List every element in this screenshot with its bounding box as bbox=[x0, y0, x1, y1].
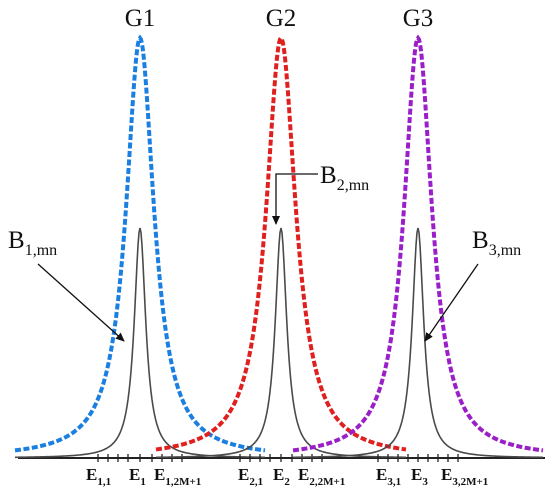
e3-1-label: E3,1 bbox=[376, 465, 401, 488]
g3-inner-curve bbox=[292, 227, 544, 459]
e3-2m1-label: E3,2M+1 bbox=[441, 465, 488, 488]
group-g1: G1 B1,mn E1,1 E1 E1,2M+1 bbox=[8, 5, 266, 488]
g3-ticks bbox=[377, 454, 459, 462]
g2-outer-curve bbox=[155, 34, 407, 452]
e1-1-label: E1,1 bbox=[86, 465, 111, 488]
g1-outer-curve bbox=[14, 34, 266, 453]
b2-arrow bbox=[272, 173, 318, 225]
e3-label: E3 bbox=[411, 465, 428, 488]
g2-label: G2 bbox=[266, 5, 297, 32]
b3-arrow bbox=[424, 263, 479, 342]
g3-outer-curve bbox=[292, 34, 544, 453]
b1-mn-label: B1,mn bbox=[8, 227, 57, 259]
e2-label: E2 bbox=[273, 465, 290, 488]
g1-inner-curve bbox=[14, 227, 266, 459]
b3-mn-label: B3,mn bbox=[472, 227, 521, 259]
e1-label: E1 bbox=[129, 465, 146, 488]
g1-label: G1 bbox=[125, 5, 156, 32]
g1-ticks bbox=[97, 454, 183, 462]
group-g3: G3 B3,mn E3,1 E3 E3,2M+1 bbox=[292, 5, 544, 488]
g2-inner-curve bbox=[155, 227, 407, 459]
e2-1-label: E2,1 bbox=[238, 465, 263, 488]
g2-ticks bbox=[239, 454, 323, 462]
b1-arrow bbox=[37, 263, 125, 342]
b2-mn-label: B2,mn bbox=[320, 162, 369, 194]
group-g2: G2 B2,mn E2,1 E2 E2,2M+1 bbox=[155, 5, 407, 488]
e2-2m1-label: E2,2M+1 bbox=[298, 465, 345, 488]
e1-2m1-label: E1,2M+1 bbox=[154, 465, 201, 488]
g3-label: G3 bbox=[403, 5, 434, 32]
